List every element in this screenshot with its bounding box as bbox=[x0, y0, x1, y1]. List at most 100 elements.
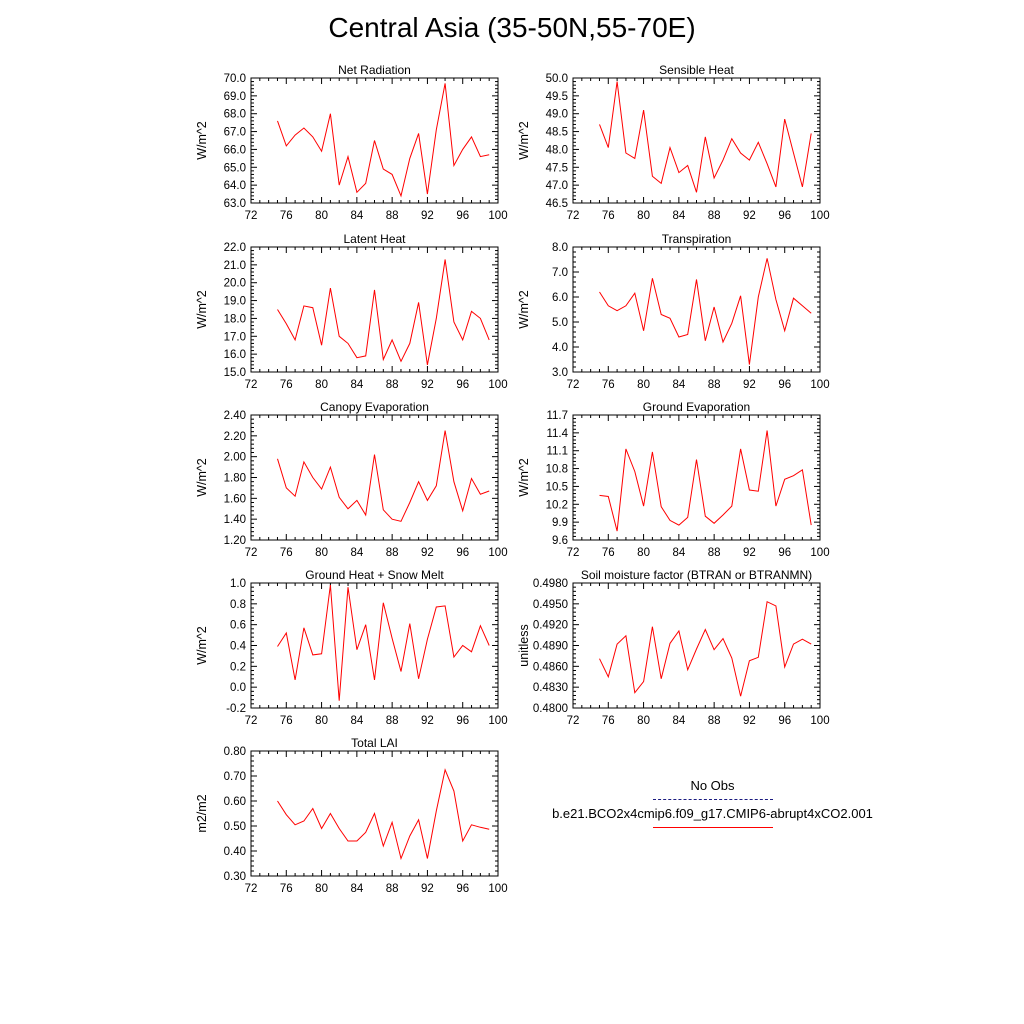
x-tick-label: 76 bbox=[602, 210, 615, 222]
x-tick-label: 80 bbox=[637, 379, 650, 391]
panel-title: Sensible Heat bbox=[659, 63, 734, 77]
y-tick-label: 9.9 bbox=[552, 517, 568, 529]
x-tick-label: 100 bbox=[810, 210, 829, 222]
series-line bbox=[599, 430, 812, 532]
y-tick-label: 5.0 bbox=[552, 317, 568, 329]
page-title: Central Asia (35-50N,55-70E) bbox=[328, 12, 696, 43]
x-tick-label: 88 bbox=[386, 883, 399, 895]
x-tick-label: 88 bbox=[386, 547, 399, 559]
x-tick-label: 88 bbox=[386, 210, 399, 222]
x-tick-label: 96 bbox=[778, 715, 791, 727]
y-axis-label: W/m^2 bbox=[195, 121, 209, 160]
y-tick-label: -0.2 bbox=[226, 703, 246, 715]
y-axis-label: W/m^2 bbox=[195, 458, 209, 497]
y-tick-label: 0.6 bbox=[230, 620, 246, 632]
x-tick-label: 72 bbox=[245, 883, 258, 895]
y-tick-label: 0.60 bbox=[224, 796, 246, 808]
y-tick-label: 0.4920 bbox=[533, 620, 568, 632]
x-tick-label: 84 bbox=[350, 379, 363, 391]
x-tick-label: 88 bbox=[386, 379, 399, 391]
x-tick-label: 84 bbox=[350, 210, 363, 222]
x-tick-label: 88 bbox=[708, 210, 721, 222]
y-tick-label: 18.0 bbox=[224, 313, 246, 325]
y-tick-label: 2.20 bbox=[224, 431, 246, 443]
x-tick-label: 92 bbox=[421, 547, 434, 559]
y-tick-label: 17.0 bbox=[224, 331, 246, 343]
x-tick-label: 96 bbox=[456, 210, 469, 222]
x-tick-label: 96 bbox=[456, 547, 469, 559]
y-tick-label: 1.40 bbox=[224, 514, 246, 526]
y-tick-label: 9.6 bbox=[552, 535, 568, 547]
y-tick-label: 11.7 bbox=[546, 410, 568, 422]
y-tick-label: 10.5 bbox=[546, 481, 568, 493]
plot-frame bbox=[572, 77, 821, 204]
series-line bbox=[277, 83, 490, 198]
x-tick-label: 76 bbox=[280, 379, 293, 391]
y-tick-label: 4.0 bbox=[552, 342, 568, 354]
plot-frame bbox=[572, 582, 821, 709]
y-tick-label: 66.0 bbox=[224, 144, 246, 156]
y-tick-label: 11.4 bbox=[546, 428, 568, 440]
x-tick-label: 96 bbox=[456, 715, 469, 727]
x-tick-label: 80 bbox=[637, 210, 650, 222]
y-tick-label: 50.0 bbox=[546, 73, 568, 85]
y-tick-label: 10.8 bbox=[546, 464, 568, 476]
x-tick-label: 80 bbox=[315, 715, 328, 727]
x-tick-label: 100 bbox=[810, 715, 829, 727]
x-tick-label: 100 bbox=[488, 547, 507, 559]
series-line bbox=[277, 768, 490, 861]
y-tick-label: 8.0 bbox=[552, 242, 568, 254]
y-axis-label: W/m^2 bbox=[517, 121, 531, 160]
x-tick-label: 100 bbox=[488, 210, 507, 222]
y-tick-label: 21.0 bbox=[224, 260, 246, 272]
y-tick-label: 2.00 bbox=[224, 452, 246, 464]
panel-ground-heat-snow-melt: Ground Heat + Snow Melt W/m^2 72 76 80 84 88 92… bbox=[195, 568, 508, 727]
panel-latent-heat: Latent Heat W/m^2 72 76 80 84 88 92 96 100 15.0 16.… bbox=[195, 232, 508, 391]
plot-frame bbox=[250, 414, 499, 541]
x-tick-label: 76 bbox=[280, 715, 293, 727]
x-tick-label: 72 bbox=[245, 547, 258, 559]
x-tick-label: 92 bbox=[421, 379, 434, 391]
y-tick-label: 65.0 bbox=[224, 162, 246, 174]
y-axis-label: W/m^2 bbox=[517, 458, 531, 497]
panel-canopy-evaporation: Canopy Evaporation W/m^2 72 76 80 84 88 92 96 100… bbox=[195, 400, 508, 559]
y-tick-label: 15.0 bbox=[224, 367, 246, 379]
y-tick-label: 1.20 bbox=[224, 535, 246, 547]
x-tick-label: 84 bbox=[672, 210, 685, 222]
x-tick-label: 96 bbox=[456, 379, 469, 391]
series-line bbox=[599, 81, 812, 193]
y-tick-label: 0.40 bbox=[224, 846, 246, 858]
y-tick-label: 49.0 bbox=[546, 109, 568, 121]
y-axis-label: W/m^2 bbox=[517, 290, 531, 329]
y-tick-label: 0.4830 bbox=[533, 682, 568, 694]
y-tick-label: 11.1 bbox=[546, 446, 568, 458]
x-tick-label: 76 bbox=[602, 547, 615, 559]
x-tick-label: 80 bbox=[315, 547, 328, 559]
y-tick-label: 20.0 bbox=[224, 278, 246, 290]
y-tick-label: 1.80 bbox=[224, 473, 246, 485]
y-tick-label: 48.5 bbox=[546, 127, 568, 139]
y-tick-label: 0.70 bbox=[224, 771, 246, 783]
y-tick-label: 70.0 bbox=[224, 73, 246, 85]
panel-title: Total LAI bbox=[351, 736, 398, 750]
y-tick-label: 0.4 bbox=[230, 641, 247, 653]
x-tick-label: 92 bbox=[743, 715, 756, 727]
legend-case-label: b.e21.BCO2x4cmip6.f09_g17.CMIP6-abrupt4x… bbox=[552, 806, 873, 821]
y-tick-label: 6.0 bbox=[552, 292, 568, 304]
x-tick-label: 72 bbox=[567, 379, 580, 391]
y-tick-label: 0.4890 bbox=[533, 641, 568, 653]
chart-svg: Soil moisture factor (BTRAN or BTRANMN) u… bbox=[517, 568, 830, 727]
x-tick-label: 80 bbox=[637, 715, 650, 727]
x-tick-label: 100 bbox=[488, 883, 507, 895]
y-tick-label: 49.5 bbox=[546, 91, 568, 103]
y-axis-label: unitless bbox=[517, 624, 531, 666]
x-tick-label: 88 bbox=[708, 379, 721, 391]
x-tick-label: 76 bbox=[280, 547, 293, 559]
x-tick-label: 96 bbox=[778, 547, 791, 559]
x-tick-label: 100 bbox=[810, 547, 829, 559]
y-tick-label: 7.0 bbox=[552, 267, 568, 279]
panel-transpiration: Transpiration W/m^2 72 76 80 84 88 92 96 100 3.0 4.… bbox=[517, 232, 830, 391]
x-tick-label: 84 bbox=[350, 547, 363, 559]
chart-svg: Transpiration W/m^2 72 76 80 84 88 92 96 100 3.0 4.… bbox=[517, 232, 830, 391]
x-tick-label: 84 bbox=[672, 715, 685, 727]
